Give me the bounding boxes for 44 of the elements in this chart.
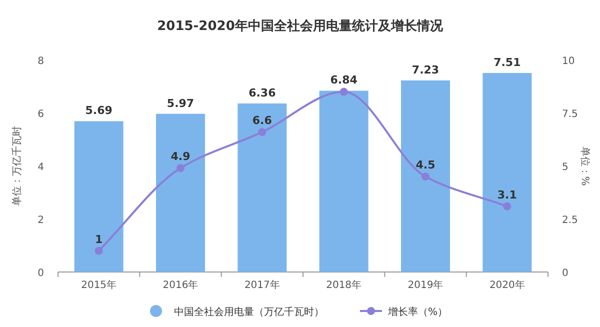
y2-tick-label: 2.5 (562, 215, 578, 226)
data-label: 7.23 (412, 63, 440, 76)
y-tick-label: 8 (38, 56, 44, 67)
y2-tick-label: 10 (562, 56, 575, 67)
point (258, 128, 266, 136)
data-label: 6.36 (248, 86, 276, 100)
x-tick-label: 2016年 (162, 279, 198, 291)
y-tick-label: 2 (38, 215, 44, 226)
data-label: 5.69 (85, 104, 112, 118)
y-tick-label: 0 (38, 268, 44, 279)
y2-tick-label: 5 (562, 162, 568, 173)
y2-tick-label: 0 (562, 268, 568, 279)
x-tick-label: 2019年 (408, 279, 444, 291)
data-label: 5.97 (166, 96, 194, 110)
data-label: 3.1 (497, 188, 517, 202)
y2-tick-label: 7.5 (562, 109, 578, 120)
point (340, 88, 348, 96)
chart-title: 2015-2020年中国全社会用电量统计及增长情况 (157, 18, 444, 34)
point (503, 202, 512, 210)
y2-axis-title: 单位：% (579, 146, 591, 186)
x-tick-label: 2018年 (326, 279, 362, 291)
bar (74, 121, 124, 272)
y-tick-label: 6 (38, 109, 44, 120)
point (422, 172, 430, 181)
legend-label: 中国全社会用电量（万亿千瓦时） (174, 306, 324, 318)
x-tick-label: 2020年 (489, 279, 525, 291)
bar (156, 114, 205, 272)
bar (319, 90, 368, 272)
data-label: 1 (95, 232, 103, 246)
bar (401, 80, 450, 272)
data-label: 4.9 (170, 150, 190, 164)
x-tick-label: 2017年 (244, 279, 280, 291)
data-label: 6.6 (252, 114, 272, 128)
y-tick-label: 4 (38, 162, 44, 173)
y-axis-title: 单位：万亿千瓦时 (11, 126, 23, 206)
data-label: 4.5 (416, 158, 436, 172)
legend-label: 增长率（%） (387, 306, 448, 318)
x-tick-label: 2015年 (81, 279, 117, 291)
point (94, 246, 103, 255)
bar (482, 72, 532, 272)
data-label: 7.51 (494, 56, 521, 69)
data-label: 6.84 (330, 74, 358, 87)
point (176, 164, 184, 172)
bar (238, 103, 287, 272)
